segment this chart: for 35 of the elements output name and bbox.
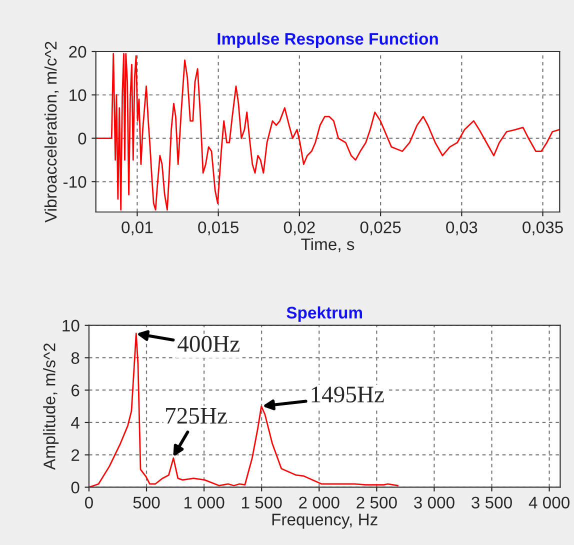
y-tick-label: 4 [71,417,80,429]
y-tick-label: 10 [70,89,86,102]
x-tick-label: 2 000 [299,496,340,508]
y-tick-label: 0 [78,132,86,144]
x-tick-label: 0,03 [446,221,478,236]
x-tick-label: 3 000 [414,496,454,508]
y-tick-label: 2 [72,449,80,461]
y-tick-label: 6 [72,384,80,396]
x-axis-title: Time, s [301,238,354,252]
y-tick-label: -10 [63,176,86,188]
x-tick-label: 1 000 [184,496,224,508]
x-tick-label: 0,025 [360,221,401,236]
annotation: 725Hz [166,408,227,424]
x-tick-label: 3 500 [472,496,512,508]
x-tick-label: 4 000 [528,496,570,508]
y-tick-label: 0 [71,482,80,494]
x-tick-label: 1 500 [242,496,282,508]
y-axis-title: Amplitude, m/s^2 [43,343,59,470]
y-axis-title: Vibroacceleration, m/c^2 [44,42,59,223]
x-tick-label: 0,015 [198,221,238,236]
chart-title: Impulse Response Function [218,32,438,48]
chart-title: Spektrum [286,306,362,322]
x-axis-title: Frequency, Hz [272,514,378,529]
y-tick-label: 20 [69,46,86,58]
x-tick-label: 0,01 [122,221,153,236]
y-tick-label: 8 [71,352,80,364]
x-tick-label: 2 500 [356,496,397,508]
y-tick-label: 10 [62,320,80,332]
annotation: 1495Hz [312,386,384,402]
line-series [96,52,560,211]
x-tick-label: 500 [133,496,160,508]
line-series [88,332,399,488]
x-tick-label: 0,02 [284,221,315,236]
annotation: 400Hz [178,336,240,352]
x-tick-label: 0,035 [522,221,563,236]
